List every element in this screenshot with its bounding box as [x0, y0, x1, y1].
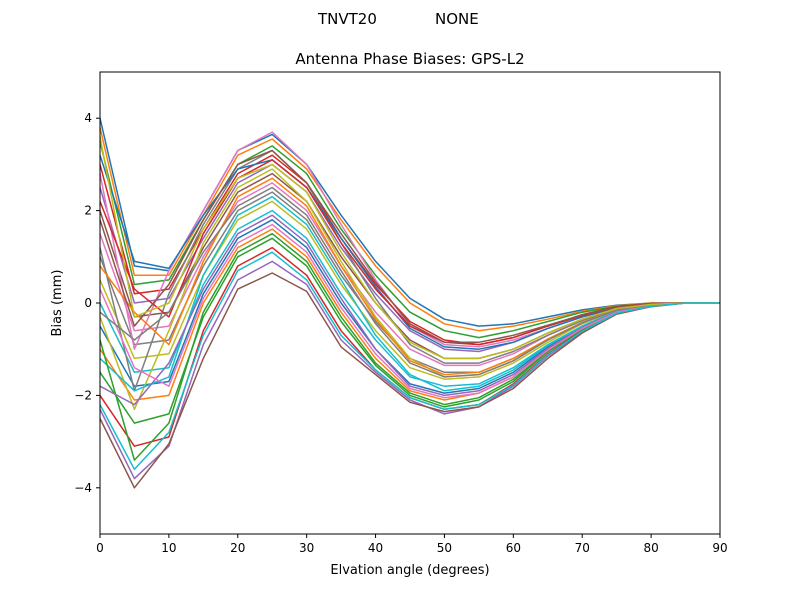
series-line-27 — [99, 223, 720, 399]
x-tick-label: 90 — [712, 541, 727, 555]
series-line-30 — [99, 251, 720, 471]
series-line-29 — [99, 136, 720, 360]
header-antenna: TNVT20 — [317, 10, 377, 28]
series-line-28 — [99, 186, 720, 378]
x-tick-label: 50 — [437, 541, 452, 555]
x-tick-label: 70 — [575, 541, 590, 555]
y-tick-label: −2 — [74, 388, 92, 402]
y-tick-label: 0 — [84, 296, 92, 310]
y-tick-label: 2 — [84, 204, 92, 218]
ticks-layer: 0 10 20 30 40 50 60 70 80 90 −4 −2 0 2 4 — [74, 111, 727, 555]
x-axis-label: Elvation angle (degrees) — [330, 563, 489, 578]
plot-frame — [99, 71, 721, 535]
y-tick-label: 4 — [84, 111, 92, 125]
x-tick-label: 0 — [96, 541, 104, 555]
x-tick-label: 40 — [368, 541, 383, 555]
x-tick-label: 30 — [299, 541, 314, 555]
chart-title: Antenna Phase Biases: GPS-L2 — [295, 50, 524, 68]
series-line-26 — [99, 149, 720, 344]
header-radome: NONE — [435, 10, 479, 28]
series-layer — [99, 118, 720, 489]
y-tick-label: −4 — [74, 481, 92, 495]
x-tick-label: 80 — [643, 541, 658, 555]
series-line-16 — [99, 272, 720, 489]
x-tick-label: 10 — [161, 541, 176, 555]
x-tick-label: 20 — [230, 541, 245, 555]
x-tick-label: 60 — [506, 541, 521, 555]
y-axis-label: Bias (mm) — [50, 270, 65, 337]
